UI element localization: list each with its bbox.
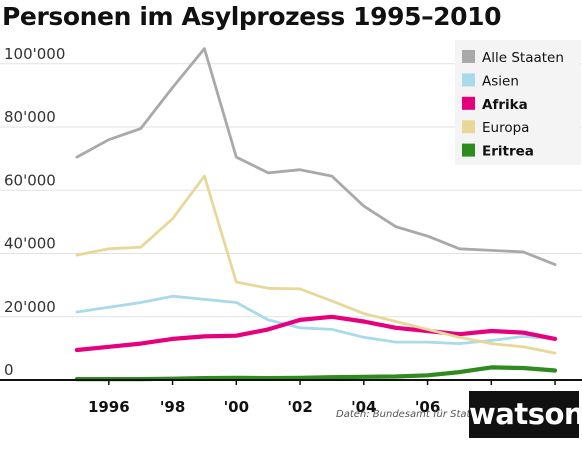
x-tick-label: '04: [351, 398, 376, 416]
y-tick-label: 0: [4, 361, 14, 379]
source-note: Daten: Bundesamt für Statistik: [336, 409, 491, 420]
legend: Alle Staaten Asien Afrika Europa Eritrea: [455, 40, 581, 165]
y-axis-tick-labels: 0 20'000 40'000 60'000 80'000 100'000: [4, 45, 65, 379]
legend-item-asien: Asien: [462, 73, 519, 89]
legend-label: Afrika: [482, 97, 528, 113]
y-tick-label: 80'000: [4, 108, 56, 126]
legend-item-eritrea: Eritrea: [462, 143, 534, 160]
series-line-afrika: [74, 314, 558, 353]
x-tick-label: 1996: [88, 398, 130, 416]
legend-box: [455, 40, 581, 165]
series-line-alle-staaten: [75, 47, 557, 267]
x-axis: [0, 379, 582, 385]
y-tick-label: 100'000: [4, 45, 65, 63]
series-lines: [74, 47, 558, 382]
y-tick-label: 40'000: [4, 235, 56, 253]
x-tick-label: '06: [415, 398, 440, 416]
legend-swatch: [462, 96, 475, 110]
legend-item-afrika: Afrika: [462, 96, 528, 113]
series-line-asien: [75, 294, 557, 346]
legend-label: Europa: [482, 120, 529, 136]
series-line-eritrea: [74, 365, 558, 382]
watson-logo: watson: [469, 391, 582, 438]
legend-swatch: [462, 120, 475, 134]
gridlines: [0, 63, 582, 318]
legend-item-alle-staaten: Alle Staaten: [462, 50, 564, 66]
x-tick-label: '02: [287, 398, 312, 416]
legend-swatch: [462, 143, 475, 157]
y-tick-label: 20'000: [4, 298, 56, 316]
legend-label: Asien: [482, 73, 519, 89]
legend-label: Alle Staaten: [482, 50, 564, 66]
x-tick-label: '98: [160, 398, 185, 416]
legend-item-europa: Europa: [462, 120, 529, 136]
chart-title: Personen im Asylprozess 1995–2010: [2, 2, 502, 31]
x-tick-label: '00: [224, 398, 249, 416]
legend-swatch: [462, 50, 475, 63]
legend-swatch: [462, 73, 475, 87]
y-tick-label: 60'000: [4, 171, 56, 189]
legend-label: Eritrea: [482, 144, 534, 160]
series-line-europa: [75, 174, 557, 355]
